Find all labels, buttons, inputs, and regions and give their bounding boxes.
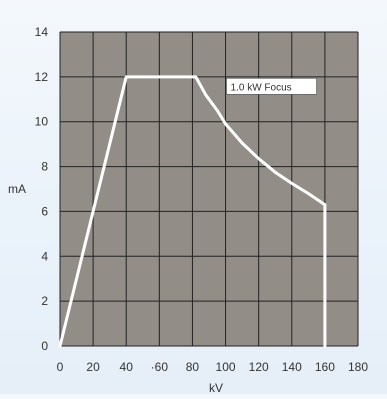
x-tick-label: 120 (249, 360, 269, 374)
y-tick-label: 14 (35, 25, 49, 39)
x-tick-label: ·60 (151, 360, 169, 374)
x-tick-label: 160 (315, 360, 335, 374)
x-tick-label: 140 (282, 360, 302, 374)
x-axis-label: kV (209, 381, 223, 394)
x-tick-label: 180 (348, 360, 368, 374)
y-tick-label: 12 (35, 70, 49, 84)
series-line (58, 75, 327, 348)
x-tick-label: 100 (216, 360, 236, 374)
y-tick-label: 8 (41, 160, 48, 174)
y-axis-label: mA (8, 182, 26, 196)
y-tick-label: 4 (41, 249, 48, 263)
y-tick-label: 0 (41, 339, 48, 353)
x-tick-label: 80 (186, 360, 200, 374)
y-tick-label: 2 (41, 294, 48, 308)
x-tick-label: 40 (120, 360, 134, 374)
x-tick-label: 20 (86, 360, 100, 374)
y-tick-label: 10 (35, 115, 49, 129)
annotation-label: 1.0 kW Focus (231, 82, 292, 93)
y-tick-label: 6 (41, 204, 48, 218)
x-tick-label: 0 (57, 360, 64, 374)
annotation-box (226, 78, 317, 95)
